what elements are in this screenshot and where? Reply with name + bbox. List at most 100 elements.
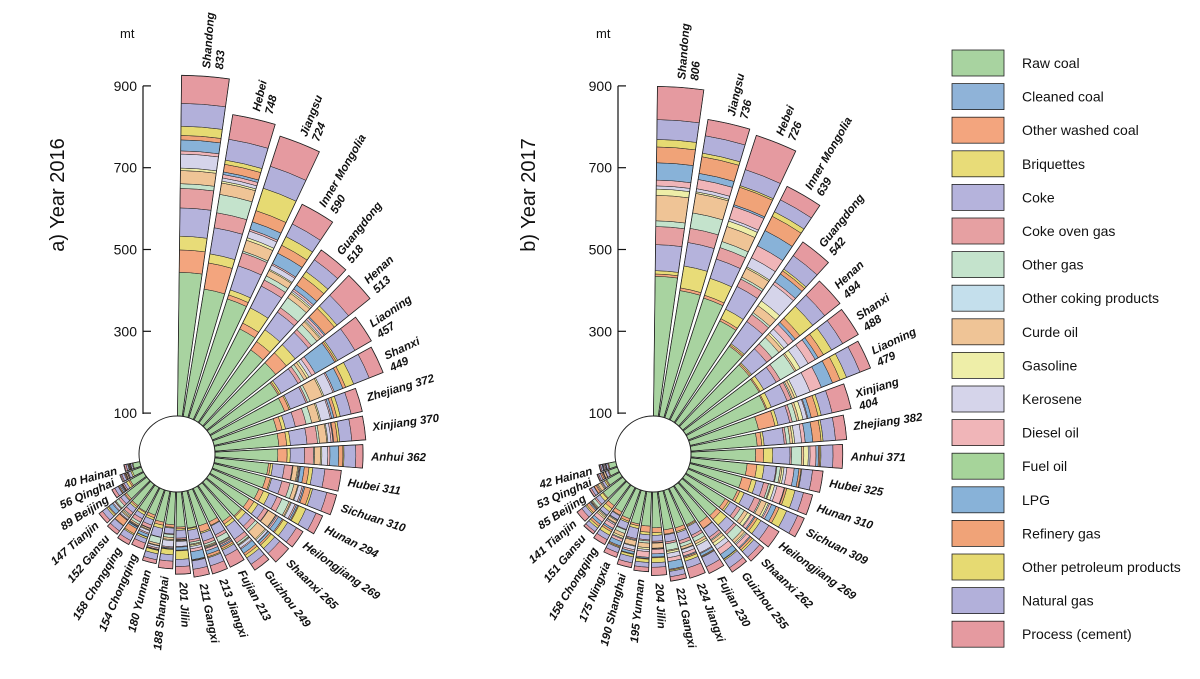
bar-segment xyxy=(179,235,208,253)
legend-item: Diesel oil xyxy=(951,419,1079,447)
bar-label: Henan513 xyxy=(362,254,405,296)
bar-segment xyxy=(203,262,233,295)
bar-segment xyxy=(639,524,651,533)
bar-label: Liaoning479 xyxy=(869,326,924,369)
legend-item: Kerosene xyxy=(951,385,1082,413)
bar-label: Inner Mongolia639 xyxy=(803,115,866,199)
legend-item: Other petroleum products xyxy=(951,553,1181,581)
bar-segment xyxy=(289,447,305,464)
bar-fujian: Fujian 230 xyxy=(668,485,752,630)
axis-unit-label: mt xyxy=(120,26,135,41)
legend-swatch xyxy=(951,217,1005,245)
bar-segment xyxy=(180,75,230,107)
bar-segment xyxy=(303,446,314,465)
legend-item: Raw coal xyxy=(951,49,1080,77)
bar-segment xyxy=(651,527,663,533)
bar-segment xyxy=(180,153,219,172)
bar-label-line: Zhejiang 382 xyxy=(852,412,924,434)
legend-item: Process (cement) xyxy=(951,620,1132,648)
bar-segment xyxy=(178,249,206,275)
bar-shandong: Shandong806 xyxy=(653,23,705,417)
bar-label-line: Hunan 310 xyxy=(815,503,875,533)
bar-segment xyxy=(175,558,191,567)
bar-segment xyxy=(655,226,685,247)
legend-label: LPG xyxy=(1022,492,1050,508)
bar-label-line: Xinjiang 370 xyxy=(371,413,441,434)
bar-segment xyxy=(651,534,664,542)
legend-item: Refinery gas xyxy=(951,520,1101,547)
bar-label: Shandong833 xyxy=(201,12,230,70)
y-tick-label: 900 xyxy=(589,78,613,94)
legend-label: Diesel oil xyxy=(1022,425,1079,441)
legend-swatch xyxy=(951,452,1005,480)
legend-label: Curde oil xyxy=(1022,324,1078,340)
legend-swatch xyxy=(951,116,1005,144)
bar-segment xyxy=(337,445,344,467)
legend-swatch xyxy=(951,83,1005,110)
center-hole xyxy=(614,415,692,493)
bar-xinjiang: Xinjiang 370 xyxy=(213,413,441,452)
panel-title: a) Year 2016 xyxy=(47,138,69,251)
legend-label: Other washed coal xyxy=(1022,122,1139,138)
y-tick-label: 500 xyxy=(114,242,138,258)
legend-item: Other washed coal xyxy=(951,116,1139,144)
bar-segment xyxy=(755,448,764,463)
bar-label-line: Hubei 325 xyxy=(828,478,884,499)
bar-label: Hubei 325 xyxy=(828,478,884,499)
bar-segment xyxy=(761,427,785,446)
bar-segment xyxy=(772,446,791,465)
legend-item: Briquettes xyxy=(951,150,1085,178)
bar-segment xyxy=(809,445,817,467)
bar-label: Anhui 362 xyxy=(370,451,427,464)
legend-swatch xyxy=(951,553,1005,581)
legend-label: Refinery gas xyxy=(1022,525,1101,541)
bar-label-line: 833 xyxy=(214,49,227,70)
bar-anhui: Anhui 362 xyxy=(214,444,427,469)
legend-label: Other petroleum products xyxy=(1022,559,1181,575)
bar-segment xyxy=(651,548,665,555)
y-tick-label: 100 xyxy=(114,405,138,421)
bar-label: 221 Gangxi xyxy=(673,586,697,650)
bar-segment xyxy=(321,446,329,466)
bar-hebei: Hebei726 xyxy=(664,103,805,421)
bar-segment xyxy=(343,444,357,468)
panel-1: a) Year 2016 mt 100 300 500 700 900 Shandong833… xyxy=(47,12,440,651)
legend-swatch xyxy=(951,351,1005,379)
bar-label-line: 806 xyxy=(689,60,702,81)
bar-segment xyxy=(651,561,667,568)
bar-segment xyxy=(656,162,694,183)
y-tick-label: 100 xyxy=(589,405,613,421)
bar-label-line: 204 Jilin xyxy=(652,582,666,629)
legend-label: Process (cement) xyxy=(1022,626,1132,642)
legend-label: Cleaned coal xyxy=(1022,89,1104,105)
bar-label: 204 Jilin xyxy=(652,582,666,629)
legend-item: LPG xyxy=(951,486,1050,514)
legend-label: Coke oven gas xyxy=(1022,223,1115,239)
bar-label: Liaoning457 xyxy=(367,294,422,342)
bar-label: Henan494 xyxy=(832,259,876,302)
bar-label-line: Shandong xyxy=(201,12,217,69)
bar-label-line: 195 Yunnan xyxy=(629,579,647,644)
legend-label: Coke xyxy=(1022,189,1055,205)
bar-liaoning: Liaoning457 xyxy=(206,294,422,436)
legend-label: Other gas xyxy=(1022,257,1083,273)
legend-swatch xyxy=(951,251,1005,279)
legend-swatch xyxy=(951,49,1005,77)
bar-segment xyxy=(651,556,666,563)
legend-label: Gasoline xyxy=(1022,357,1077,373)
center-hole xyxy=(138,415,216,493)
bar-segment xyxy=(286,447,291,463)
legend-item: Curde oil xyxy=(951,318,1078,346)
y-tick-label: 500 xyxy=(589,242,613,258)
bar-label-line: Liaoning xyxy=(870,326,918,357)
bar-label: Hunan 310 xyxy=(815,503,875,533)
bar-label-line: 188 Shanghai xyxy=(152,575,172,651)
legend-swatch xyxy=(951,620,1005,648)
bar-label: Zhejiang 382 xyxy=(852,412,924,434)
bar-segment xyxy=(180,170,217,187)
bar-jilin: 201 Jilin xyxy=(175,491,192,628)
legend-label: Briquettes xyxy=(1022,156,1085,172)
legend-item: Natural gas xyxy=(951,587,1094,614)
bar-label-line: Hubei 311 xyxy=(347,477,402,498)
bar-segment xyxy=(655,195,690,224)
